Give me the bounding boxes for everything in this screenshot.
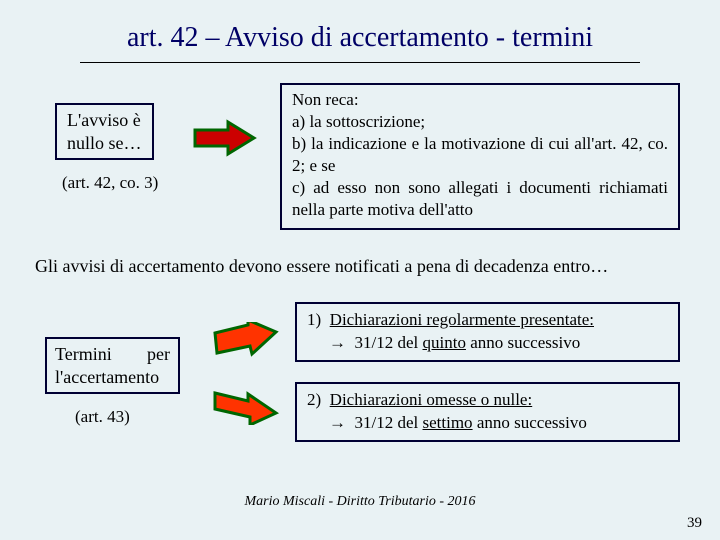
title-underline [80, 62, 640, 63]
arrow-glyph-icon: → [329, 413, 346, 432]
text: 2) [307, 390, 321, 409]
text: Non reca: [292, 90, 359, 109]
page-number: 39 [687, 515, 702, 532]
text: 1) [307, 310, 321, 329]
footer-text: Mario Miscali - Diritto Tributario - 201… [0, 494, 720, 510]
box-dichiarazioni-presentate: 1) Dichiarazioni regolarmente presentate… [295, 302, 680, 362]
box-dichiarazioni-omesse: 2) Dichiarazioni omesse o nulle: → 31/12… [295, 382, 680, 442]
text: anno successivo [466, 333, 580, 352]
text: b) la indicazione e la motivazione di cu… [292, 134, 668, 175]
text: c) ad esso non sono allegati i documenti… [292, 178, 668, 219]
slide-title: art. 42 – Avviso di accertamento - termi… [0, 0, 720, 62]
text: a) la sottoscrizione; [292, 112, 425, 131]
middle-text: Gli avvisi di accertamento devono essere… [0, 238, 720, 277]
text: nullo se… [67, 133, 142, 153]
text: 31/12 del [355, 413, 423, 432]
arrow-icon [190, 118, 262, 158]
box-non-reca: Non reca: a) la sottoscrizione; b) la in… [280, 83, 680, 230]
text: anno successivo [473, 413, 587, 432]
arrow-icon [210, 322, 282, 360]
caption-art42: (art. 42, co. 3) [62, 173, 158, 193]
text: Dichiarazioni regolarmente presentate: [330, 310, 594, 329]
section-1: L'avviso è nullo se… (art. 42, co. 3) No… [0, 83, 720, 238]
text: Dichiarazioni omesse o nulle: [330, 390, 533, 409]
text: settimo [423, 413, 473, 432]
box-avviso-nullo: L'avviso è nullo se… [55, 103, 154, 160]
section-2: Termini per l'accertamento (art. 43) 1) … [0, 302, 720, 462]
line2: → 31/12 del quinto anno successivo [307, 332, 668, 355]
arrow-icon [210, 387, 282, 425]
text: 31/12 del [355, 333, 423, 352]
box-termini: Termini per l'accertamento [45, 337, 180, 394]
line2: → 31/12 del settimo anno successivo [307, 412, 668, 435]
caption-art43: (art. 43) [75, 407, 130, 427]
arrow-glyph-icon: → [329, 333, 346, 352]
text: L'avviso è [67, 110, 141, 130]
text: quinto [423, 333, 466, 352]
